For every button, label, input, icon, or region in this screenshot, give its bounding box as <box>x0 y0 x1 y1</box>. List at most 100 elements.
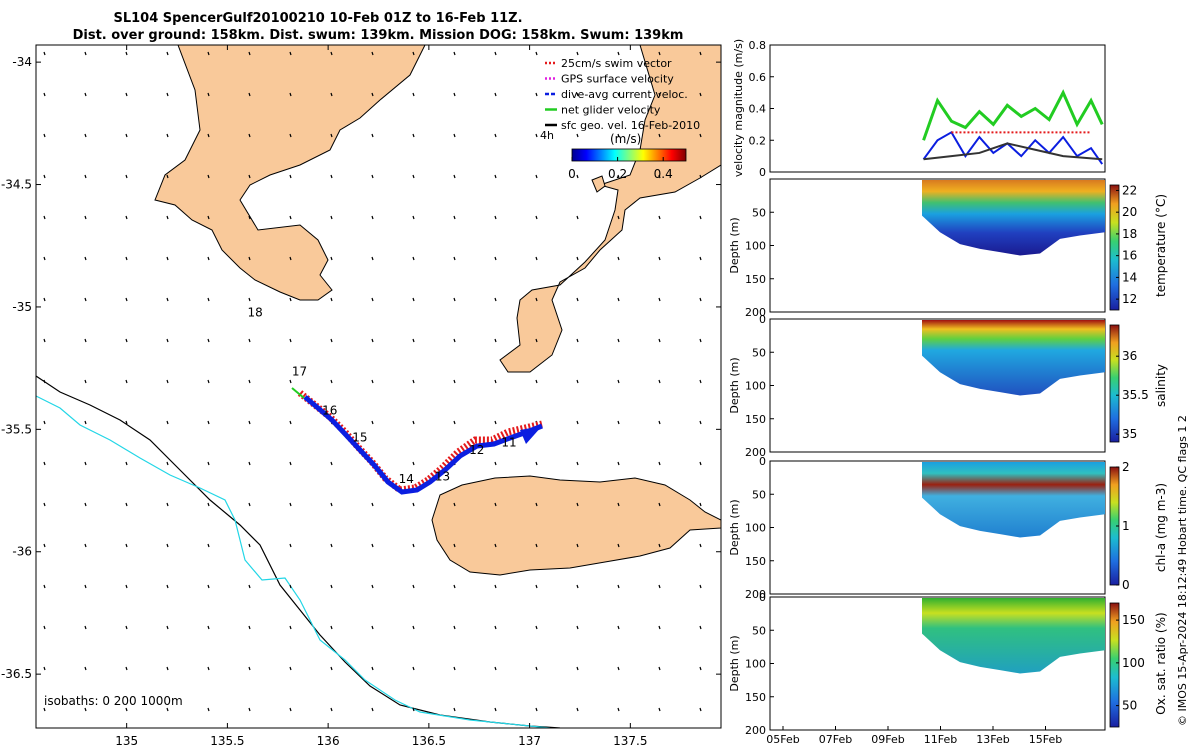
velocity-arrow <box>658 338 661 343</box>
legend-label: net glider velocity <box>561 104 661 117</box>
velocity-arrow <box>207 133 210 138</box>
velocity-arrow <box>207 174 210 179</box>
velocity-arrow <box>453 174 456 179</box>
velocity-arrow <box>453 707 456 712</box>
section-panel: 0 50 100 150 200 Depth (m) 50 100 150 Ox. sat. ra… <box>728 591 1168 737</box>
map-ytick-label: -36 <box>12 545 32 559</box>
velocity-arrow <box>494 379 497 384</box>
section-ytick-label: 200 <box>745 588 766 601</box>
velocity-arrow <box>371 92 374 97</box>
section-data-field <box>922 180 1105 256</box>
velocity-arrow <box>125 707 128 712</box>
velocity-arrow <box>289 338 292 343</box>
velocity-arrow <box>576 584 579 589</box>
title-line1: SL104 SpencerGulf20100210 10-Feb 01Z to … <box>113 11 522 26</box>
section-ytick-label: 100 <box>745 380 766 393</box>
velocity-arrow <box>289 92 292 97</box>
velocity-arrow <box>658 461 661 466</box>
velocity-ytick-label: 0.8 <box>749 39 767 52</box>
velocity-arrow <box>699 133 702 138</box>
map-xtick-label: 135 <box>115 734 138 748</box>
velocity-arrow <box>535 502 538 507</box>
velocity-arrow <box>699 420 702 425</box>
velocity-arrow <box>289 625 292 630</box>
velocity-arrow <box>494 297 497 302</box>
velocity-arrow <box>43 543 46 548</box>
velocity-arrow <box>494 461 497 466</box>
velocity-arrow <box>330 256 333 261</box>
section-panel: 50 100 150 200 Depth (m) 12 14 16 18 20 22 temperat… <box>728 178 1168 319</box>
velocity-arrow <box>576 707 579 712</box>
section-colorbar <box>1109 602 1120 728</box>
velocity-arrow <box>576 461 579 466</box>
velocity-arrow <box>412 92 415 97</box>
surface-velocity-arrows <box>43 51 702 712</box>
velocity-arrow <box>43 338 46 343</box>
isobath-note: isobaths: 0 200 1000m <box>44 694 183 708</box>
map-ytick-label: -34 <box>12 55 32 69</box>
velocity-arrow <box>248 297 251 302</box>
velocity-arrow <box>166 92 169 97</box>
section-ytick-label: 150 <box>745 691 766 704</box>
velocity-arrow <box>371 256 374 261</box>
section-cbar-tick-label: 14 <box>1122 270 1137 284</box>
velocity-arrow <box>576 543 579 548</box>
velocity-arrow <box>84 338 87 343</box>
section-cbar-tick-label: 18 <box>1122 227 1137 241</box>
velocity-arrow <box>166 215 169 220</box>
day-label: 15 <box>352 431 367 445</box>
velocity-arrow <box>330 297 333 302</box>
velocity-arrow <box>699 707 702 712</box>
velocity-arrow <box>207 584 210 589</box>
velocity-arrow <box>576 51 579 56</box>
legend-label: sfc geo. vel. 16-Feb-2010 <box>561 119 700 132</box>
velocity-arrow <box>248 215 251 220</box>
map-background <box>36 45 721 728</box>
velocity-arrow <box>617 543 620 548</box>
day-label: 17 <box>292 364 307 378</box>
velocity-arrow <box>43 379 46 384</box>
velocity-arrow <box>535 256 538 261</box>
velocity-arrow <box>699 92 702 97</box>
map-ytick-label: -36.5 <box>1 667 32 681</box>
velocity-arrow <box>43 461 46 466</box>
velocity-arrow <box>43 625 46 630</box>
velocity-ylabel: velocity magnitude (m/s) <box>732 39 745 177</box>
section-ylabel: Depth (m) <box>728 499 741 555</box>
day-label: 18 <box>248 306 263 320</box>
velocity-arrow <box>84 543 87 548</box>
velocity-arrow <box>248 502 251 507</box>
velocity-arrow <box>699 215 702 220</box>
section-ylabel: Depth (m) <box>728 357 741 413</box>
velocity-arrow <box>43 420 46 425</box>
velocity-arrow <box>617 584 620 589</box>
velocity-arrow <box>371 502 374 507</box>
velocity-arrow <box>330 92 333 97</box>
time-tick-label: 11Feb <box>924 733 957 746</box>
section-ytick-label: 50 <box>752 346 766 359</box>
velocity-arrow <box>494 51 497 56</box>
velocity-arrow <box>207 256 210 261</box>
velocity-frame <box>769 44 1106 173</box>
velocity-arrow <box>330 543 333 548</box>
velocity-arrow <box>658 666 661 671</box>
velocity-arrow <box>699 584 702 589</box>
velocity-arrow <box>453 502 456 507</box>
velocity-arrow <box>330 215 333 220</box>
velocity-arrow <box>125 174 128 179</box>
velocity-yticks: 0 0.2 0.4 0.6 0.8 <box>749 39 774 179</box>
velocity-arrow <box>617 338 620 343</box>
velocity-arrow <box>43 297 46 302</box>
velocity-arrow <box>576 420 579 425</box>
section-ytick-label: 150 <box>745 273 766 286</box>
velocity-series <box>922 89 1104 165</box>
velocity-arrow <box>576 215 579 220</box>
section-ytick-label: 0 <box>759 313 766 326</box>
velocity-arrow <box>207 502 210 507</box>
velocity-arrow <box>494 174 497 179</box>
velocity-ytick-label: 0.4 <box>749 103 767 116</box>
track-day-labels: 18 17 16 15 14 13 12 11 <box>248 306 517 486</box>
section-ylabel: Depth (m) <box>728 217 741 273</box>
velocity-arrow <box>166 584 169 589</box>
velocity-arrow <box>494 133 497 138</box>
